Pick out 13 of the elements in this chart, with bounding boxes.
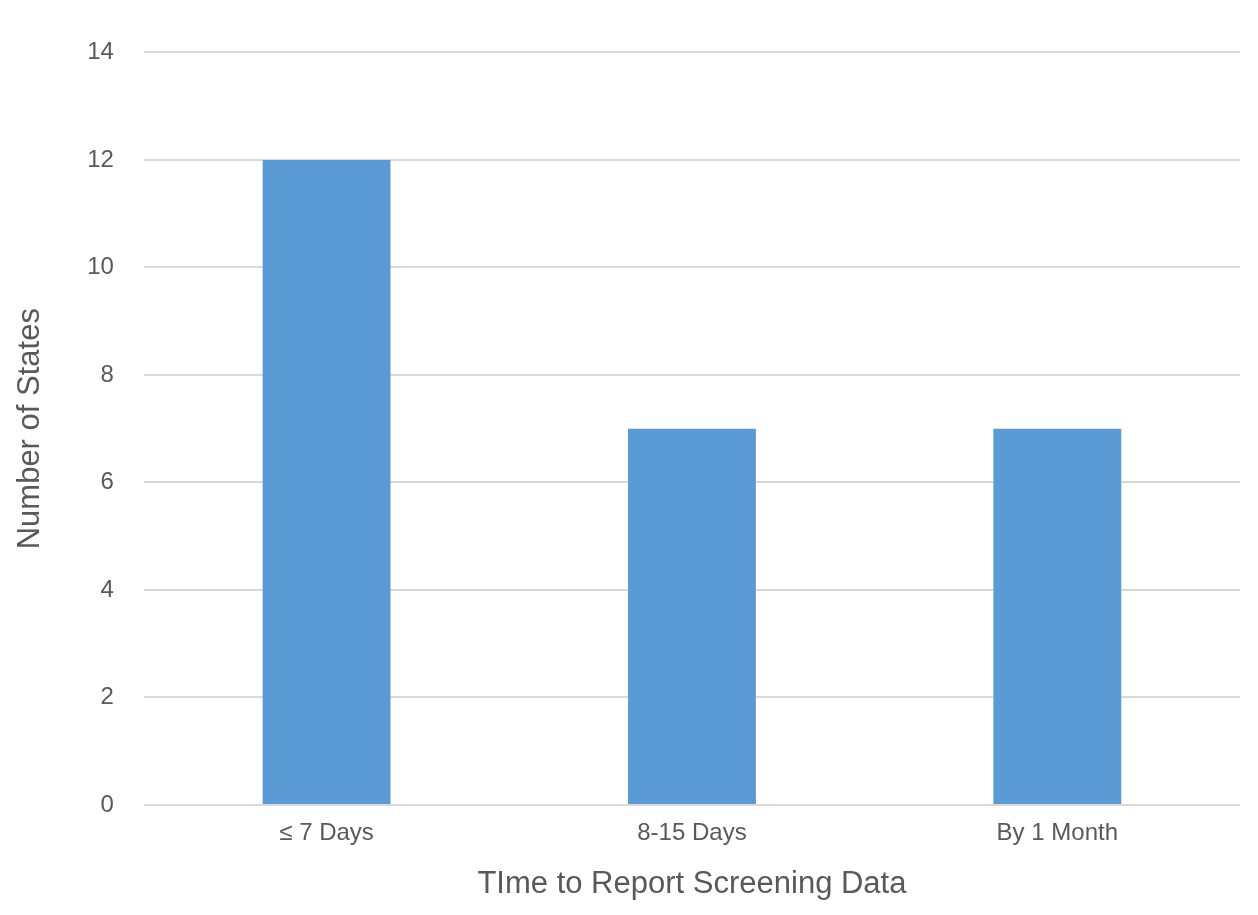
y-tick-label: 0 xyxy=(100,789,114,817)
y-tick-label: 2 xyxy=(100,682,114,710)
y-tick-label: 10 xyxy=(87,252,114,280)
y-tick-label: 14 xyxy=(87,37,114,65)
y-tick-label: 6 xyxy=(100,467,114,495)
y-axis-title: Number of States xyxy=(11,308,47,550)
y-tick-label: 12 xyxy=(87,144,114,172)
x-tick-label: By 1 Month xyxy=(996,818,1119,846)
x-tick-label: ≤ 7 Days xyxy=(279,818,374,846)
y-tick-label: 4 xyxy=(100,574,114,602)
x-tick-label: 8-15 Days xyxy=(637,818,747,846)
x-axis-title: TIme to Report Screening Data xyxy=(477,864,908,900)
y-tick-label: 8 xyxy=(100,359,114,387)
